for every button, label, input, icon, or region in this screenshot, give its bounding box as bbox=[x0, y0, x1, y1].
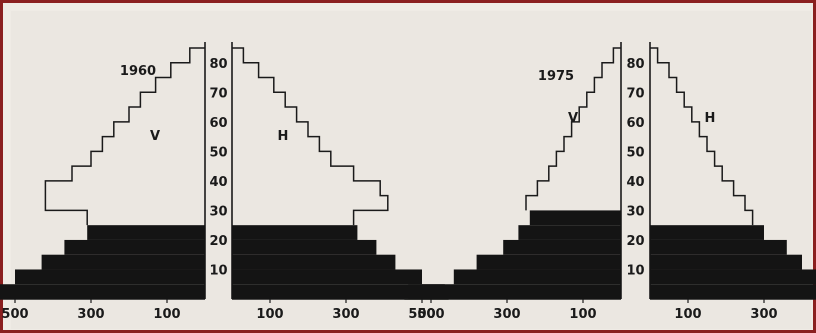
pyramid-1975-age-tick-20: 20 bbox=[626, 234, 644, 249]
pyramid-1960-left-bar-5 bbox=[15, 269, 205, 285]
pyramid-1960-title: 1960 bbox=[120, 64, 156, 79]
pyramid-1975-right-label: H bbox=[705, 111, 716, 126]
pyramid-1975-right-step-line bbox=[650, 47, 754, 226]
pyramid-1960-age-tick-20: 20 bbox=[209, 234, 227, 249]
pyramid-1960-right-label: H bbox=[278, 129, 289, 144]
pyramid-1975-left-bar-15 bbox=[503, 239, 621, 255]
pyramid-1975-right-bar-15 bbox=[650, 239, 787, 255]
pyramid-1975-left-step-line bbox=[525, 47, 621, 211]
pyramid-1960-left-bar-10 bbox=[41, 254, 205, 270]
pyramid-1975-left-bar-20 bbox=[518, 225, 621, 240]
pyramid-1975-age-tick-10: 10 bbox=[626, 263, 644, 278]
pyramid-1960-left-bar-0 bbox=[0, 284, 206, 299]
pyramid-1960-left-step-line bbox=[44, 47, 205, 226]
pyramid-1975-age-tick-70: 70 bbox=[626, 86, 644, 101]
pyramid-1975-age-tick-60: 60 bbox=[626, 116, 644, 131]
pyramid-1975-left-label: V bbox=[568, 111, 578, 126]
pyramid-1975-age-tick-30: 30 bbox=[626, 204, 644, 219]
pyramid-1975-left-bar-10 bbox=[476, 254, 621, 270]
pyramid-1975-left-bar-25 bbox=[529, 210, 621, 226]
pyramid-1960-age-tick-60: 60 bbox=[209, 116, 227, 131]
pyramid-1975-left-xtick-500: 500 bbox=[417, 307, 444, 322]
pyramid-1960-right-bar-15 bbox=[232, 239, 377, 255]
pyramid-1975-left-xtick-100: 100 bbox=[569, 307, 596, 322]
pyramid-1975-age-tick-40: 40 bbox=[626, 175, 644, 190]
pyramid-1975-left-bar-5 bbox=[453, 269, 621, 285]
pyramid-1975-left-xtick-300: 300 bbox=[493, 307, 520, 322]
pyramid-1960-right-step-line bbox=[232, 47, 389, 226]
pyramid-1975-right-xtick-100: 100 bbox=[674, 307, 701, 322]
pyramid-1960-age-tick-30: 30 bbox=[209, 204, 227, 219]
pyramid-1975-right-bar-10 bbox=[650, 254, 802, 270]
pyramid-1960-age-tick-40: 40 bbox=[209, 175, 227, 190]
pyramid-1960-right-bar-20 bbox=[232, 225, 358, 240]
pyramid-1960-right-xtick-500: 500 bbox=[408, 307, 435, 322]
pyramid-1960-right-xtick-100: 100 bbox=[256, 307, 283, 322]
pyramid-1960-right-bar-5 bbox=[232, 269, 422, 285]
pyramid-1960-left-xtick-500: 500 bbox=[1, 307, 28, 322]
pyramid-1975-age-tick-50: 50 bbox=[626, 145, 644, 160]
pyramid-1975-right-bar-0 bbox=[650, 284, 816, 299]
pyramid-1960-right-bar-10 bbox=[232, 254, 396, 270]
pyramid-1960-age-tick-50: 50 bbox=[209, 145, 227, 160]
pyramid-1960-left-xtick-300: 300 bbox=[77, 307, 104, 322]
pyramid-1960-right-xtick-300: 300 bbox=[332, 307, 359, 322]
pyramid-1960-age-tick-80: 80 bbox=[209, 57, 227, 72]
pyramid-1960-left-bar-20 bbox=[87, 225, 205, 240]
pyramid-1975-title: 1975 bbox=[538, 69, 574, 84]
pyramid-1960-age-tick-10: 10 bbox=[209, 263, 227, 278]
pyramid-1960-left-label: V bbox=[150, 129, 160, 144]
pyramid-1975-age-tick-80: 80 bbox=[626, 57, 644, 72]
pyramid-1975-left-bar-0 bbox=[408, 284, 621, 299]
pyramid-1975-right-bar-5 bbox=[650, 269, 816, 285]
pyramid-1960-right-bar-0 bbox=[232, 284, 445, 299]
pyramid-1960-age-tick-70: 70 bbox=[209, 86, 227, 101]
pyramid-1960-left-bar-15 bbox=[64, 239, 206, 255]
pyramid-1975-right-xtick-300: 300 bbox=[750, 307, 777, 322]
pyramid-1975-right-bar-20 bbox=[650, 225, 764, 240]
pyramid-1960-left-xtick-100: 100 bbox=[153, 307, 180, 322]
